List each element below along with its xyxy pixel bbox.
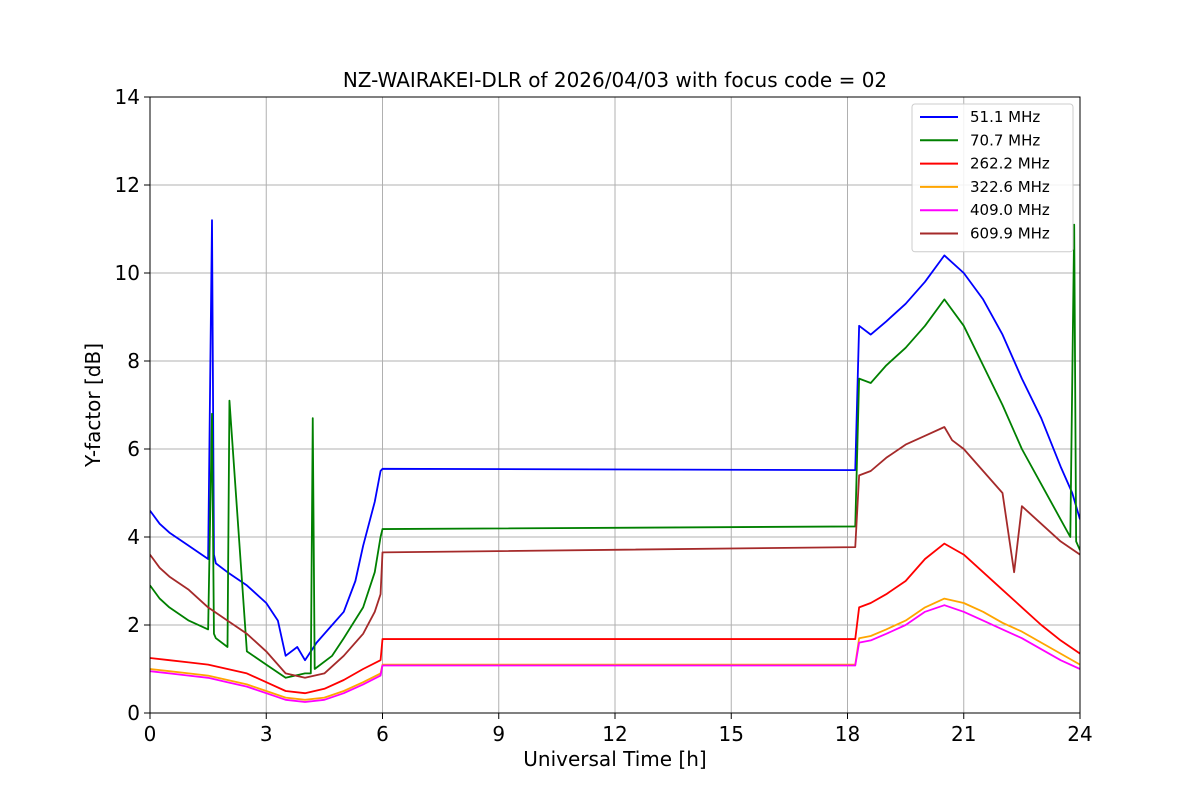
series-line-51-1-mhz: [150, 219, 1080, 662]
legend-label: 322.6 MHz: [970, 178, 1050, 196]
plot-area: [150, 219, 1080, 703]
x-tick-label: 21: [951, 722, 976, 746]
legend-label: 51.1 MHz: [970, 108, 1040, 126]
x-tick-label: 0: [144, 722, 157, 746]
y-axis-title: Y-factor [dB]: [81, 343, 105, 468]
y-tick-label: 12: [115, 173, 140, 197]
legend-label: 609.9 MHz: [970, 225, 1050, 243]
x-tick-label: 18: [835, 722, 860, 746]
legend: 51.1 MHz 70.7 MHz 262.2 MHz 322.6 MHz 40…: [911, 103, 1074, 253]
x-tick-label: 15: [719, 722, 744, 746]
legend-label: 262.2 MHz: [970, 155, 1050, 173]
chart-title: NZ-WAIRAKEI-DLR of 2026/04/03 with focus…: [343, 68, 887, 92]
y-tick-label: 10: [115, 261, 140, 285]
y-tick-label: 6: [127, 437, 140, 461]
y-tick-label: 14: [115, 85, 140, 109]
series-line-262-2-mhz: [150, 542, 1080, 695]
legend-label: 409.0 MHz: [970, 201, 1050, 219]
x-axis-ticks: 0 3 6 9 12 15 18 21 24: [144, 713, 1093, 746]
y-axis-ticks: 0 2 4 6 8 10 12 14: [115, 85, 150, 725]
x-tick-label: 12: [602, 722, 627, 746]
x-axis-title: Universal Time [h]: [523, 747, 706, 771]
series-layer: [150, 219, 1080, 703]
x-tick-label: 6: [376, 722, 389, 746]
y-tick-label: 4: [127, 525, 140, 549]
series-line-609-9-mhz: [150, 426, 1080, 679]
series-line-409-0-mhz: [150, 604, 1080, 703]
series-line-70-7-mhz: [150, 223, 1080, 679]
y-tick-label: 2: [127, 613, 140, 637]
y-tick-label: 0: [127, 701, 140, 725]
x-tick-label: 9: [492, 722, 505, 746]
x-tick-label: 3: [260, 722, 273, 746]
y-tick-label: 8: [127, 349, 140, 373]
legend-label: 70.7 MHz: [970, 131, 1040, 149]
x-tick-label: 24: [1067, 722, 1092, 746]
